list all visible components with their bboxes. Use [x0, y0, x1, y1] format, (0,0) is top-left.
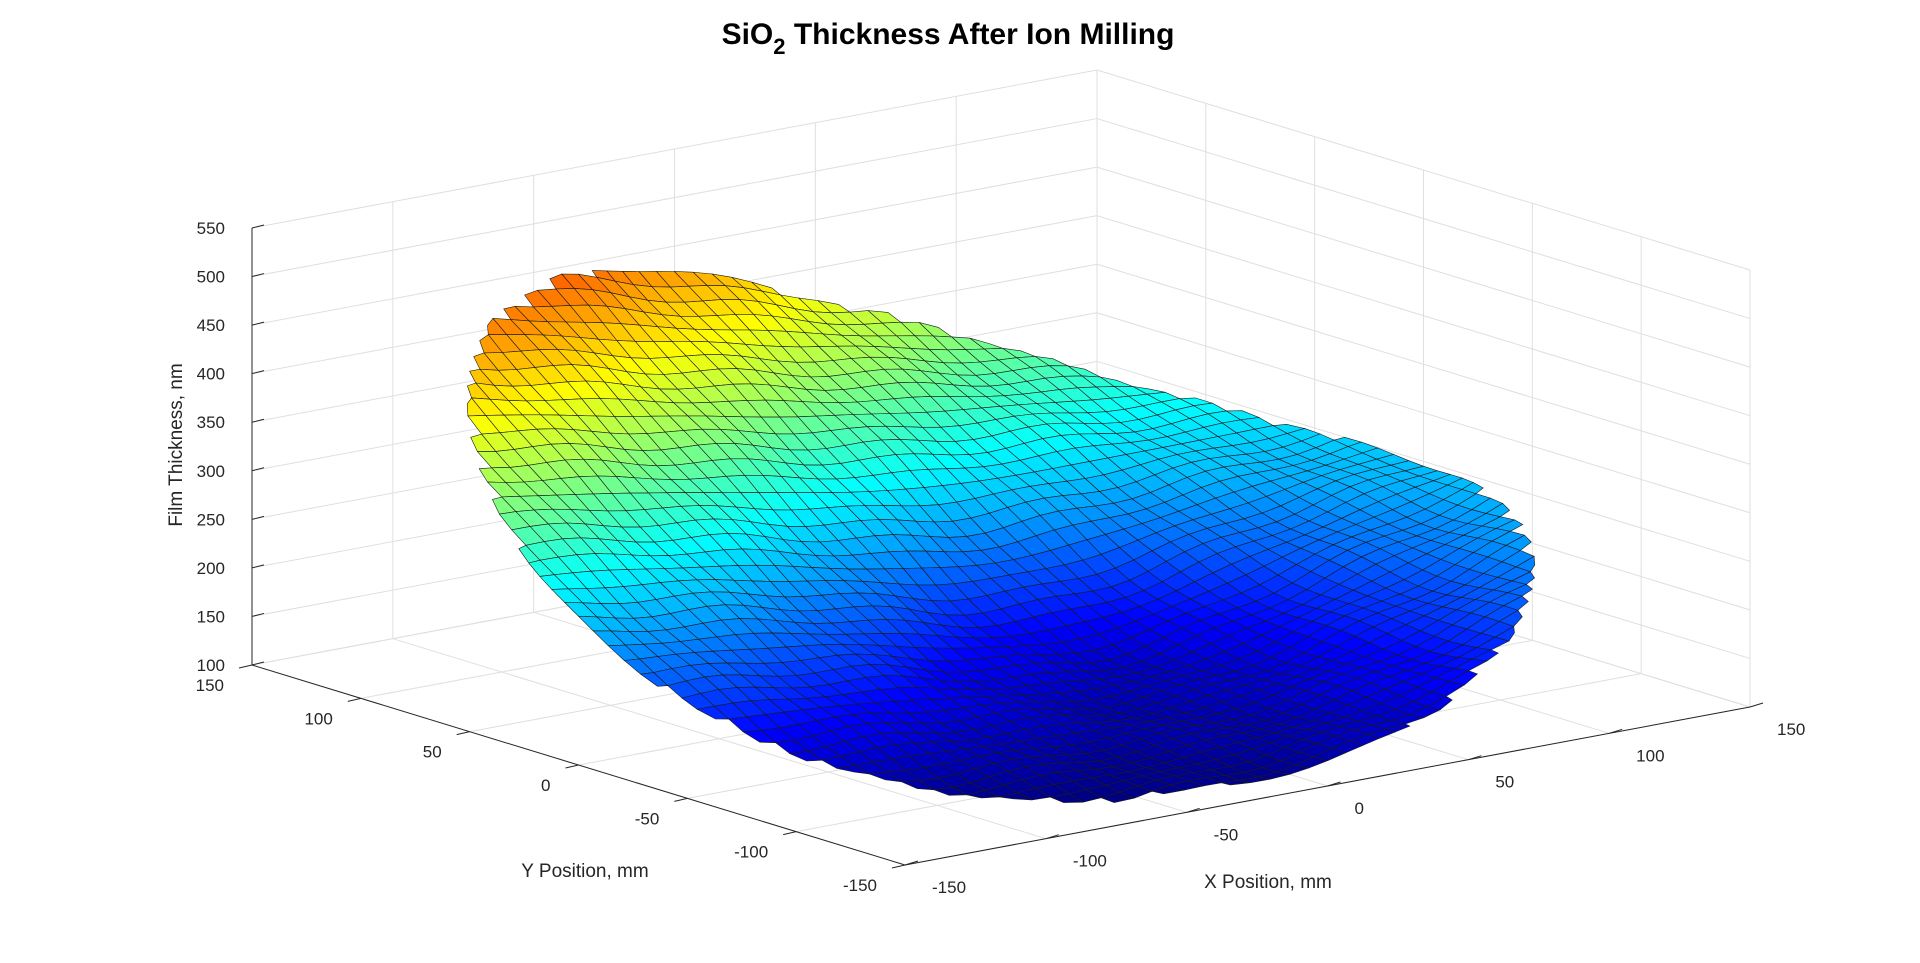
gridline-z-sidewall — [1096, 69, 1751, 271]
gridline-z-backwall — [251, 118, 1098, 278]
x-tick-mark — [1186, 807, 1200, 813]
surface-face — [1498, 609, 1523, 627]
y-tick-mark — [783, 831, 797, 836]
gridline-z-sidewall — [1096, 215, 1751, 417]
x-tick-mark — [904, 860, 919, 866]
surface-face — [1502, 595, 1529, 611]
z-tick-mark — [251, 612, 265, 617]
surface-face — [1449, 670, 1478, 686]
y-tick-mark — [456, 731, 470, 736]
y-tick-label: 0 — [541, 776, 550, 795]
z-tick-label: 400 — [197, 365, 225, 384]
z-tick-mark — [251, 370, 265, 375]
y-tick-label: -100 — [734, 843, 768, 862]
x-tick-mark — [1045, 834, 1059, 840]
z-tick-mark — [251, 224, 265, 229]
x-tick-label: 50 — [1495, 773, 1514, 792]
surface-face — [1461, 482, 1484, 495]
x-tick-label: -150 — [932, 878, 966, 897]
x-tick-mark — [1749, 702, 1764, 708]
x-axis-title: X Position, mm — [1204, 872, 1332, 893]
surface-face — [1511, 571, 1536, 585]
surface-face — [1515, 555, 1536, 573]
y-tick-label: 50 — [423, 743, 442, 762]
surface-face — [1494, 625, 1515, 642]
title-rest: Thickness After Ion Milling — [786, 18, 1175, 51]
z-tick-label: 150 — [197, 607, 225, 626]
surface-face — [1471, 649, 1499, 662]
z-tick-label: 500 — [197, 268, 225, 287]
gridline-z-sidewall — [1096, 312, 1751, 514]
x-tick-mark — [1468, 755, 1482, 761]
y-axis-title: Y Position, mm — [521, 861, 648, 882]
z-tick-mark — [251, 418, 265, 423]
surface-face — [1505, 534, 1532, 551]
y-tick-mark — [347, 697, 361, 702]
gridline-z-backwall — [251, 166, 1098, 326]
z-tick-mark — [251, 273, 265, 278]
y-tick-label: -150 — [843, 876, 877, 895]
z-tick-label: 550 — [197, 219, 225, 238]
x-tick-label: 150 — [1777, 720, 1805, 739]
surface-face — [1506, 584, 1533, 597]
x-tick-label: -100 — [1073, 852, 1107, 871]
gridline-z-sidewall — [1096, 166, 1751, 368]
x-tick-label: 0 — [1355, 799, 1364, 818]
z-tick-mark — [251, 467, 265, 472]
surface-face — [1385, 723, 1411, 733]
z-tick-mark — [251, 661, 265, 666]
x-tick-label: 100 — [1636, 746, 1664, 765]
surface-layer — [466, 270, 1536, 803]
y-tick-mark — [674, 797, 688, 802]
gridline-z-backwall — [251, 69, 1098, 229]
y-tick-label: 100 — [304, 709, 332, 728]
x-tick-mark — [1609, 728, 1623, 734]
z-tick-label: 250 — [197, 510, 225, 529]
z-tick-label: 100 — [197, 656, 225, 675]
y-tick-mark — [565, 764, 579, 769]
surface-face — [1485, 503, 1511, 518]
surface-face — [1495, 519, 1524, 532]
chart-title: SiO2 Thickness After Ion Milling — [722, 18, 1175, 59]
z-tick-label: 450 — [197, 316, 225, 335]
gridline-z-sidewall — [1096, 263, 1751, 465]
surface-face — [1426, 695, 1453, 711]
y-tick-mark — [238, 664, 253, 669]
y-tick-mark — [891, 864, 906, 869]
z-tick-mark — [251, 515, 265, 520]
x-tick-mark — [1327, 781, 1341, 787]
y-tick-label: 150 — [196, 676, 224, 695]
title-subscript: 2 — [773, 34, 785, 59]
z-tick-label: 300 — [197, 462, 225, 481]
z-tick-label: 350 — [197, 413, 225, 432]
gridline-z-sidewall — [1096, 360, 1751, 562]
z-axis-title: Film Thickness, nm — [166, 363, 187, 526]
gridline-z-sidewall — [1096, 118, 1751, 320]
z-tick-mark — [251, 564, 265, 569]
z-tick-label: 200 — [197, 559, 225, 578]
z-tick-mark — [251, 321, 265, 326]
tick-layer: 100150200250300350400450500550-150-100-5… — [196, 219, 1806, 897]
title-main: SiO — [722, 18, 774, 51]
x-tick-label: -50 — [1214, 825, 1239, 844]
y-tick-label: -50 — [635, 809, 660, 828]
